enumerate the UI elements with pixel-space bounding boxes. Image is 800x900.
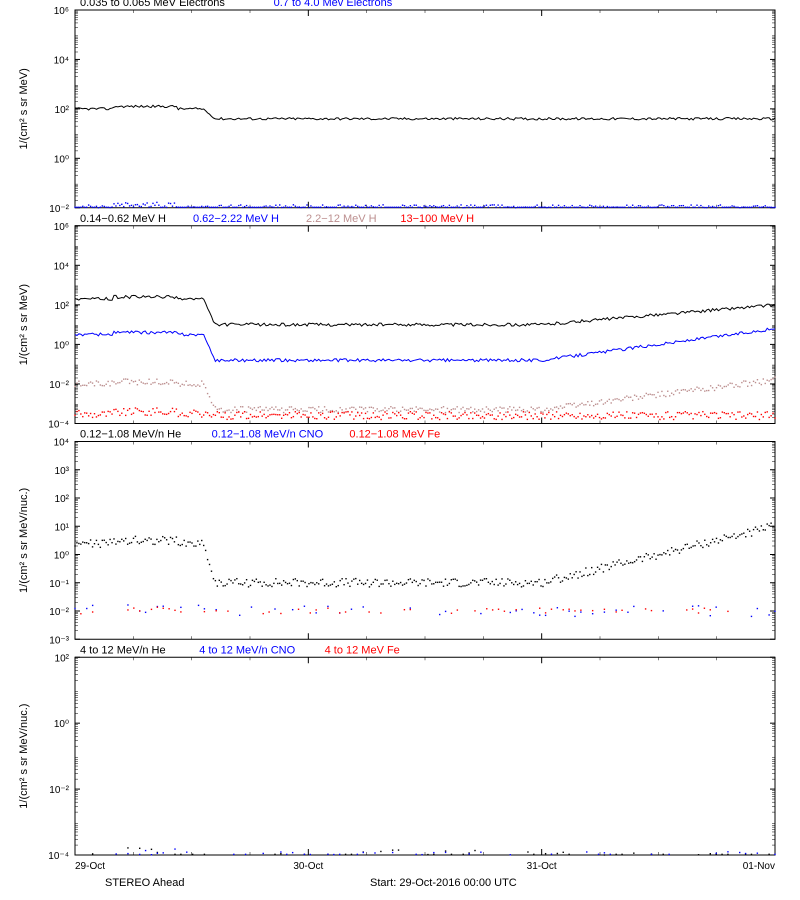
legend-label: 0.12−1.08 MeV/n CNO — [212, 429, 324, 441]
svg-text:01-Nov: 01-Nov — [743, 861, 775, 872]
legend-label: 2.2−12 MeV H — [306, 213, 377, 225]
svg-text:1/(cm² s sr MeV/nuc.): 1/(cm² s sr MeV/nuc.) — [18, 704, 30, 809]
chart-svg: 10⁻² 10⁰ 10² 10⁴ 10⁶ 1/(cm² s sr MeV) 0.035 to… — [0, 0, 800, 900]
legend-label: 0.62−2.22 MeV H — [193, 213, 279, 225]
svg-text:10²: 10² — [55, 653, 70, 664]
svg-text:10⁴: 10⁴ — [54, 55, 69, 66]
svg-text:10²: 10² — [55, 301, 70, 312]
svg-text:10¹: 10¹ — [55, 522, 70, 533]
svg-text:10⁻²: 10⁻² — [49, 380, 69, 391]
panel-0: 10⁻² 10⁰ 10² 10⁴ 10⁶ 1/(cm² s sr MeV) 0.035 to… — [18, 0, 776, 215]
svg-text:10⁻⁴: 10⁻⁴ — [48, 420, 69, 431]
svg-text:10⁻⁴: 10⁻⁴ — [48, 851, 69, 862]
svg-text:1/(cm² s sr MeV/nuc.): 1/(cm² s sr MeV/nuc.) — [18, 488, 30, 593]
svg-text:10⁻²: 10⁻² — [49, 607, 69, 618]
svg-text:10²: 10² — [55, 105, 70, 116]
svg-text:10³: 10³ — [55, 466, 70, 477]
svg-text:10⁻²: 10⁻² — [49, 785, 69, 796]
svg-text:10⁻³: 10⁻³ — [49, 635, 69, 646]
svg-text:10⁻¹: 10⁻¹ — [49, 579, 69, 590]
svg-text:10⁻²: 10⁻² — [49, 204, 69, 215]
legend-label: 0.7 to 4.0 Mev Electrons — [274, 0, 393, 9]
svg-text:1/(cm² s sr MeV): 1/(cm² s sr MeV) — [18, 284, 30, 365]
panel-1: 10⁻⁴ 10⁻² 10⁰ 10² 10⁴ 10⁶ 1/(cm² s sr MeV) 0.14… — [18, 213, 776, 431]
legend-label: 0.035 to 0.065 MeV Electrons — [80, 0, 225, 9]
chart-container: 10⁻² 10⁰ 10² 10⁴ 10⁶ 1/(cm² s sr MeV) 0.035 to… — [0, 0, 800, 900]
svg-text:10⁰: 10⁰ — [54, 340, 69, 351]
svg-text:10⁰: 10⁰ — [54, 719, 69, 730]
panel-2: 10⁻³ 10⁻² 10⁻¹ 10⁰ 10¹ 10² 10³ 10⁴ 1/(cm² s sr M… — [18, 429, 776, 647]
legend-label: 4 to 12 MeV/n CNO — [199, 644, 295, 656]
svg-text:31-Oct: 31-Oct — [527, 861, 557, 872]
svg-text:10⁴: 10⁴ — [54, 261, 69, 272]
svg-text:10⁰: 10⁰ — [54, 154, 69, 165]
svg-text:10⁶: 10⁶ — [54, 222, 69, 233]
svg-text:30-Oct: 30-Oct — [293, 861, 323, 872]
svg-text:10⁰: 10⁰ — [54, 551, 69, 562]
svg-text:10⁶: 10⁶ — [54, 6, 69, 17]
svg-text:10²: 10² — [55, 494, 70, 505]
panel-3: 10⁻⁴ 10⁻² 10⁰ 10² 29-Oct 30-Oct 31-Oct 01-Nov 1/… — [18, 644, 776, 872]
legend-label: 4 to 12 MeV Fe — [325, 644, 400, 656]
svg-text:1/(cm² s sr MeV): 1/(cm² s sr MeV) — [18, 68, 30, 149]
legend-label: 13−100 MeV H — [400, 213, 474, 225]
legend-label: 4 to 12 MeV/n He — [80, 644, 166, 656]
legend-label: 0.12−1.08 MeV Fe — [349, 429, 440, 441]
footer-left: STEREO Ahead — [105, 877, 185, 889]
footer-center: Start: 29-Oct-2016 00:00 UTC — [370, 877, 517, 889]
legend-label: 0.12−1.08 MeV/n He — [80, 429, 181, 441]
svg-text:10⁴: 10⁴ — [54, 438, 69, 449]
svg-text:29-Oct: 29-Oct — [75, 861, 105, 872]
legend-label: 0.14−0.62 MeV H — [80, 213, 166, 225]
